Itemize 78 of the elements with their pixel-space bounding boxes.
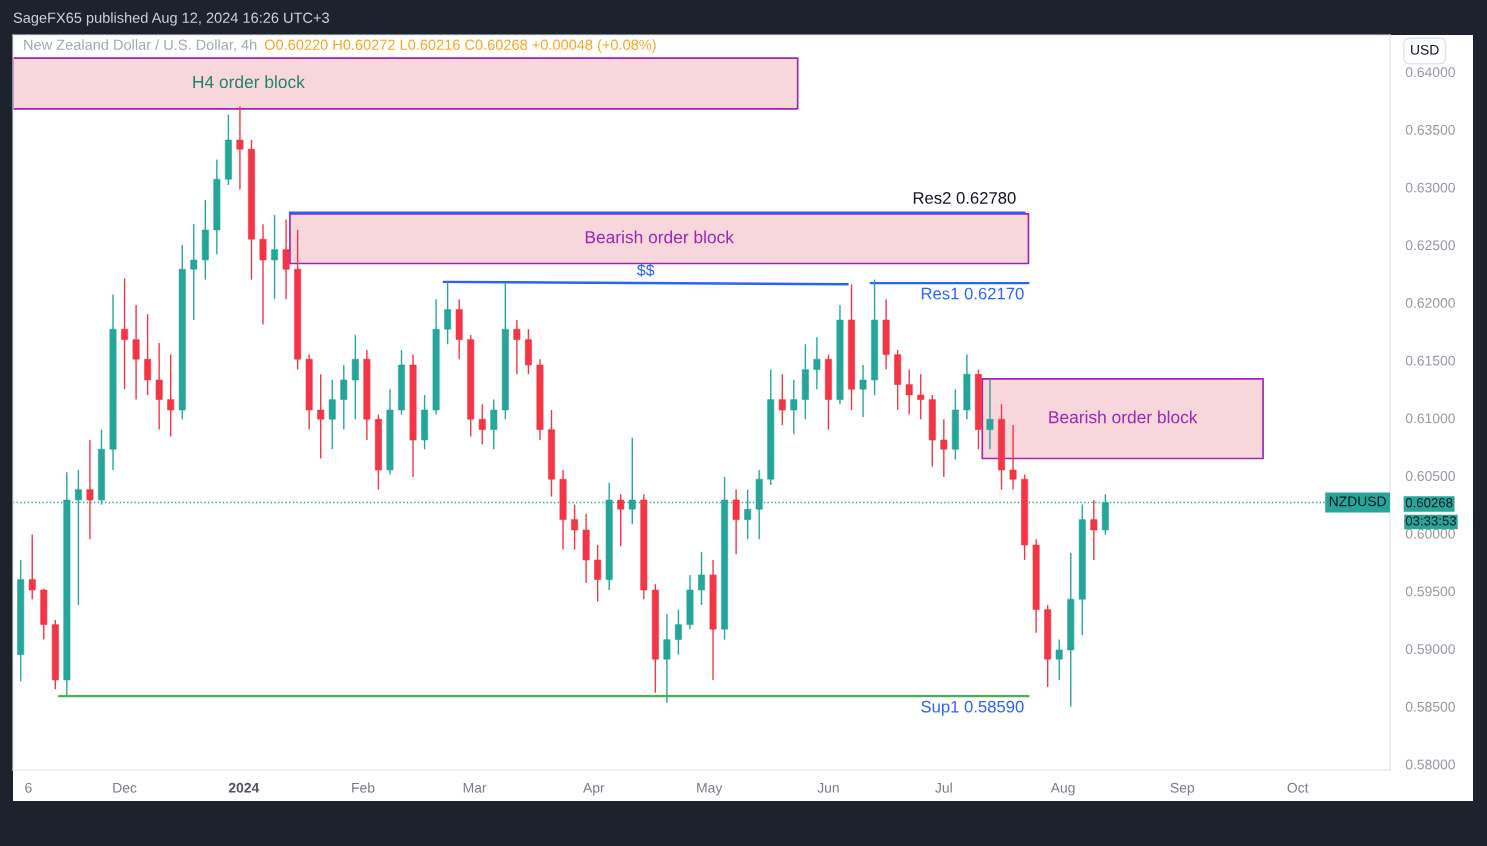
- x-tick-label: Oct: [1287, 782, 1309, 793]
- candlestick: [513, 319, 521, 375]
- y-tick-label: 0.63000: [1405, 182, 1455, 193]
- candlestick: [859, 364, 867, 418]
- candlestick: [121, 277, 128, 390]
- candlestick: [190, 223, 198, 321]
- y-tick-label: 0.62000: [1405, 298, 1455, 308]
- series-label: $$: [637, 263, 655, 277]
- y-tick-label: 0.58500: [1405, 701, 1455, 712]
- candlestick: [778, 373, 786, 426]
- y-tick-label: 0.60268: [1405, 498, 1453, 508]
- candlestick: [132, 304, 140, 401]
- x-tick-label: Jul: [935, 782, 952, 793]
- candlestick: [144, 313, 152, 396]
- x-tick-label: 2024: [228, 782, 260, 793]
- candlestick: [594, 544, 602, 603]
- series-label: Res1 0.62170: [921, 287, 1024, 300]
- candlestick: [917, 373, 925, 420]
- candlestick: [732, 488, 740, 555]
- candlestick: [282, 218, 290, 300]
- candlestick: [271, 214, 279, 300]
- text: USD: [1411, 44, 1439, 55]
- candlestick: [236, 105, 244, 191]
- x-tick-label: Mar: [463, 783, 487, 793]
- legend-label: Bearish order block: [1049, 410, 1198, 424]
- x-tick-label: Dec: [113, 783, 137, 793]
- candlestick: [571, 503, 579, 551]
- y-tick-label: 0.63500: [1405, 124, 1455, 135]
- x-tick-label: Apr: [583, 783, 605, 796]
- candlestick: [905, 368, 913, 416]
- y-tick-label: 0.64000: [1405, 67, 1455, 78]
- candlestick: [490, 398, 498, 450]
- y-tick-label: 0.59500: [1405, 586, 1455, 597]
- x-tick-label: 6: [25, 782, 32, 793]
- candlestick: [317, 373, 325, 460]
- x-tick-label: Feb: [352, 782, 375, 793]
- y-tick-label: 0.60000: [1405, 528, 1455, 539]
- x-tick-label: Jun: [817, 783, 839, 793]
- candlestick: [986, 379, 994, 450]
- y-tick-label: 0.60500: [1405, 471, 1455, 481]
- y-tick-label: 0.58000: [1405, 759, 1455, 770]
- ref-line-label: NZDUSD: [1329, 496, 1386, 507]
- candlestick: [86, 439, 94, 540]
- candlestick: [351, 334, 359, 420]
- y-tick-label: 0.59000: [1405, 644, 1455, 655]
- candlestick: [617, 493, 625, 547]
- candlestick: [340, 364, 348, 431]
- annotation: Sup1 0.58590: [921, 700, 1024, 716]
- x-tick-label: Sep: [1170, 782, 1195, 796]
- candlestick: [813, 336, 821, 390]
- candlestick: [167, 353, 175, 438]
- candlestick: [1090, 499, 1098, 561]
- y-tick-label: 0.61500: [1405, 355, 1455, 366]
- legend-label: Bearish order block: [585, 230, 734, 244]
- series-label: Res2 0.62780: [913, 192, 1016, 204]
- x-tick-label: May: [697, 783, 723, 796]
- chart-subtitle: O0.60220 H0.60272 L0.60216 C0.60268 +0.00048 (+0.08%): [264, 39, 656, 53]
- candlestick: [28, 533, 36, 600]
- candlestick: [790, 379, 798, 435]
- candlestick: [478, 403, 486, 446]
- candlestick: [1009, 424, 1017, 491]
- candlestick: [663, 613, 671, 704]
- annotation: H4 order block: [193, 75, 305, 89]
- y-tick-label: 0.62500: [1405, 240, 1455, 251]
- candlestick: [1055, 638, 1063, 681]
- candlestick: [328, 379, 336, 450]
- candlestick: [628, 436, 636, 525]
- chart-title: New Zealand Dollar / U.S. Dollar, 4h: [24, 39, 257, 52]
- x-tick-label: Aug: [1050, 783, 1075, 796]
- candlestick: [698, 551, 705, 606]
- y-tick-label: 0.61000: [1405, 413, 1455, 424]
- candlestick: [940, 418, 948, 478]
- candlestick: [155, 342, 163, 431]
- text: SageFX65 published Aug 12, 2024 16:26 UTC+3: [13, 12, 329, 26]
- text: 03:33:53: [1405, 516, 1457, 526]
- candlestick: [674, 608, 682, 656]
- candlestick: [259, 223, 267, 326]
- candlestick: [444, 281, 452, 345]
